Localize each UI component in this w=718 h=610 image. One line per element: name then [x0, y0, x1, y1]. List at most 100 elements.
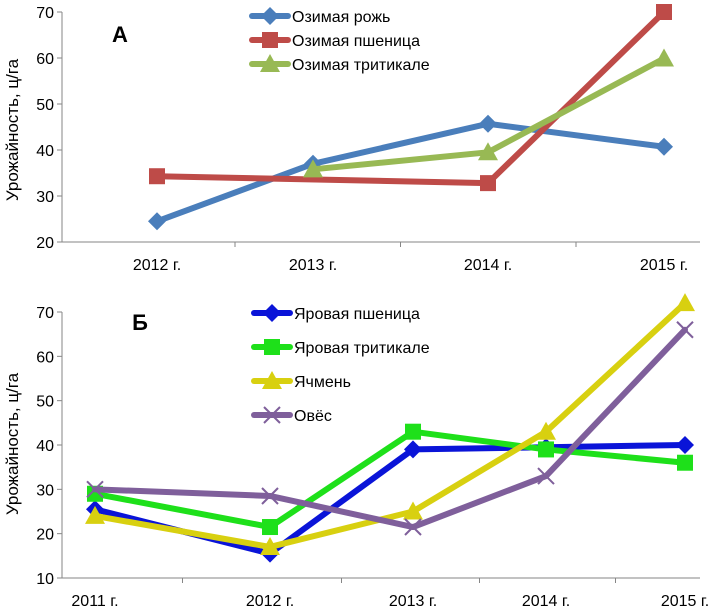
y-tick-label: 60	[36, 349, 54, 366]
data-point-marker	[303, 159, 323, 178]
y-tick-label: 40	[36, 143, 54, 160]
data-point	[537, 467, 555, 485]
data-point	[675, 293, 695, 312]
data-point	[677, 454, 693, 471]
data-point-marker	[149, 168, 165, 185]
data-point	[405, 423, 421, 440]
y-tick-label: 30	[36, 482, 54, 499]
legend-label: Яровая тритикале	[294, 340, 430, 357]
y-tick-label: 20	[36, 235, 54, 252]
legend-label: Яровая пшеница	[294, 306, 420, 323]
legend: Яровая пшеница Яровая тритикале Ячмень Овёс	[251, 304, 430, 425]
chart-panel-2: 10 20 30 40 50 60 70 2011 г. 2012 г. 2013 г. 2014 …	[3, 293, 709, 610]
data-point-marker	[478, 142, 498, 161]
data-point	[404, 518, 422, 536]
data-point	[260, 536, 280, 555]
legend: Озимая рожь Озимая пшеница Озимая тритикал…	[249, 7, 430, 74]
legend-label: Озимая рожь	[292, 9, 390, 26]
data-point-marker	[262, 519, 278, 536]
x-tick-label: 2014 г.	[464, 257, 512, 274]
data-point-marker	[656, 4, 672, 20]
x-tick-label: 2012 г.	[246, 593, 294, 610]
data-point-marker	[677, 454, 693, 471]
y-tick-label: 60	[36, 51, 54, 68]
legend-marker	[263, 304, 281, 322]
legend-label: Овёс	[294, 408, 332, 425]
legend-label: Озимая пшеница	[292, 33, 420, 50]
series-2	[87, 423, 693, 536]
data-point-marker	[675, 293, 695, 312]
legend-item: Яровая тритикале	[251, 339, 430, 357]
chart-panel-1: 20 30 40 50 60 70 2012 г. 2013 г. 2014 г. 2015 г.…	[3, 4, 700, 274]
y-tick-label: 50	[36, 394, 54, 411]
data-point	[480, 175, 496, 192]
data-point	[676, 436, 694, 454]
data-point	[538, 441, 554, 458]
data-point	[149, 168, 165, 185]
data-point-marker	[655, 137, 673, 156]
data-point-marker	[260, 536, 280, 555]
data-point-marker	[480, 175, 496, 192]
data-point-marker	[538, 441, 554, 458]
x-tick-label: 2013 г.	[289, 257, 337, 274]
data-point	[403, 501, 423, 520]
series-2	[149, 4, 672, 192]
legend-item: Озимая тритикале	[249, 54, 430, 74]
legend-marker	[261, 7, 279, 25]
y-tick-label: 20	[36, 527, 54, 544]
y-tick-label: 50	[36, 97, 54, 114]
x-tick-label: 2015 г.	[640, 257, 688, 274]
data-point	[148, 212, 166, 231]
y-axis-label: Урожайность, ц/га	[3, 58, 22, 201]
series-line	[92, 442, 688, 557]
y-tick-label: 70	[36, 5, 54, 22]
data-point-marker	[404, 518, 422, 536]
legend-item: Яровая пшеница	[251, 304, 420, 323]
legend-marker	[260, 54, 280, 72]
data-point	[85, 505, 105, 524]
data-point	[656, 4, 672, 20]
data-point	[303, 159, 323, 178]
x-tick-label: 2012 г.	[133, 257, 181, 274]
series-line	[92, 326, 688, 531]
data-point-marker	[403, 501, 423, 520]
data-point	[261, 487, 279, 505]
y-tick-label: 10	[36, 571, 54, 588]
series-line	[154, 120, 667, 225]
data-point	[654, 48, 674, 67]
legend-item: Озимая пшеница	[249, 32, 420, 50]
data-point-marker	[654, 48, 674, 67]
legend-item: Овёс	[251, 406, 332, 425]
data-point	[404, 440, 422, 459]
data-point-marker	[85, 505, 105, 524]
data-point	[655, 137, 673, 156]
data-point-marker	[536, 421, 556, 440]
legend-label: Озимая тритикале	[292, 57, 430, 74]
y-axis-label: Урожайность, ц/га	[3, 372, 22, 515]
data-point-marker	[676, 321, 694, 339]
data-point	[536, 421, 556, 440]
y-tick-label: 70	[36, 305, 54, 322]
data-point	[262, 519, 278, 536]
x-tick-label: 2014 г.	[522, 593, 570, 610]
data-point	[86, 480, 104, 499]
legend-item: Ячмень	[251, 371, 351, 391]
legend-marker	[264, 339, 280, 355]
data-point-marker	[148, 212, 166, 231]
data-point-marker	[86, 480, 104, 499]
data-point-marker	[405, 423, 421, 440]
data-point	[478, 142, 498, 161]
legend-label: Ячмень	[294, 374, 351, 391]
y-tick-label: 40	[36, 438, 54, 455]
data-point-marker	[479, 114, 497, 133]
series-4	[86, 321, 694, 536]
data-point	[676, 321, 694, 339]
y-tick-label: 30	[36, 189, 54, 206]
legend-marker	[263, 406, 281, 424]
series-3	[85, 293, 695, 555]
data-point-marker	[261, 487, 279, 505]
panel-label: Б	[132, 310, 148, 335]
legend-item: Озимая рожь	[249, 7, 390, 26]
legend-marker	[262, 32, 278, 48]
